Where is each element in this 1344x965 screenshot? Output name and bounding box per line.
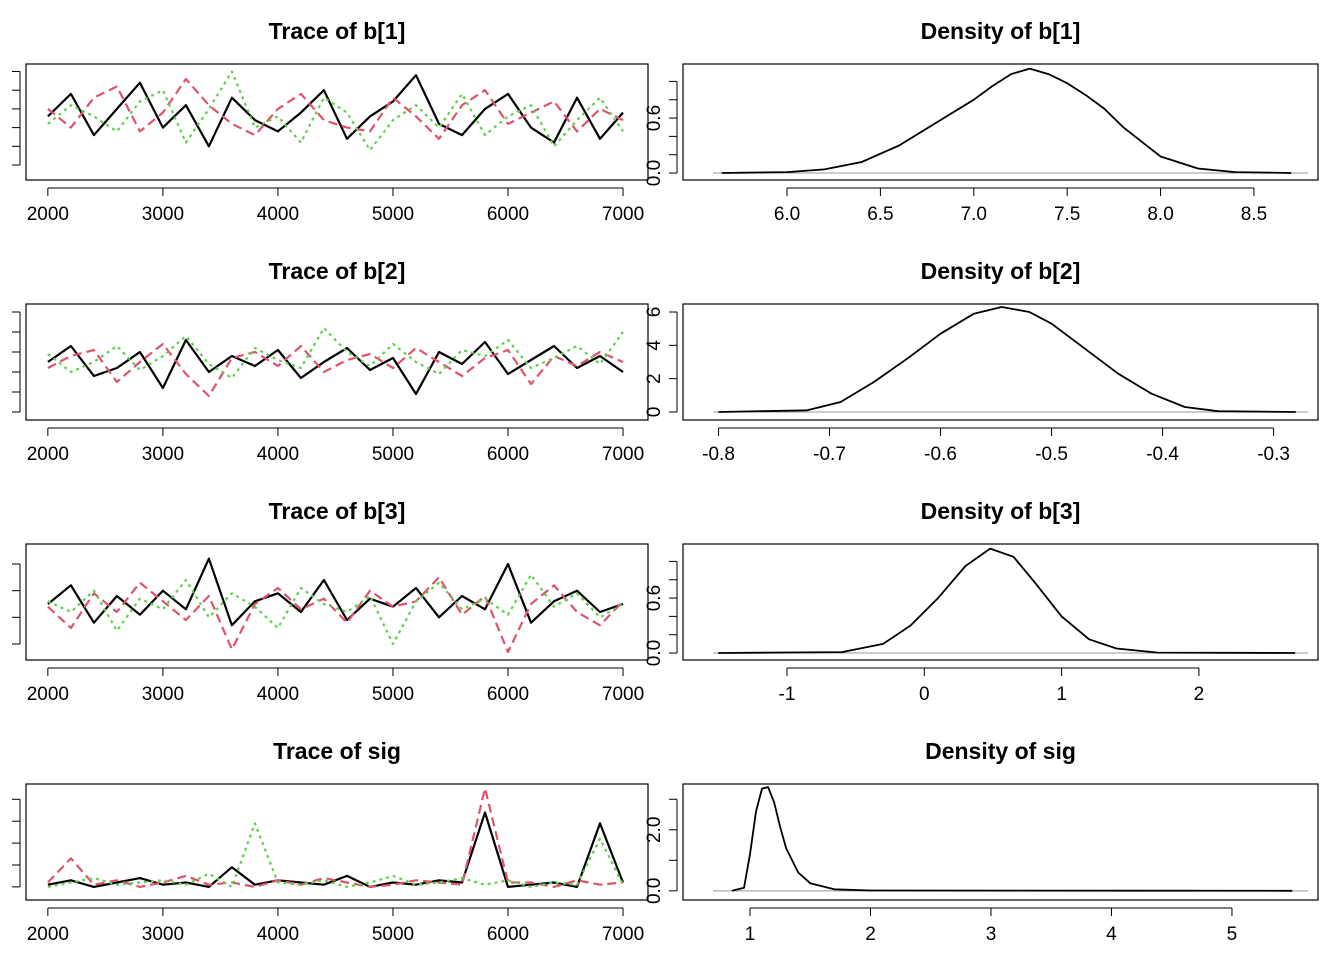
panel-title: Density of b[2] (921, 258, 1081, 284)
panel-title: Density of b[3] (921, 498, 1081, 524)
x-tick-label: 3000 (142, 924, 184, 945)
x-tick-label: 4000 (257, 924, 299, 945)
panel-title: Density of b[1] (921, 18, 1081, 44)
x-tick-label: 3000 (142, 444, 184, 465)
x-tick-label: -0.8 (702, 444, 735, 465)
x-tick-label: 6000 (487, 684, 529, 705)
series-line (47, 576, 624, 654)
x-tick-label: -0.6 (924, 444, 957, 465)
x-tick-label: 2 (1194, 684, 1205, 705)
plot-box (682, 543, 1319, 661)
series-line (731, 786, 1293, 892)
x-tick-label: 7.5 (1054, 204, 1080, 225)
x-tick-label: 0 (919, 684, 930, 705)
y-tick-label: 0.0 (644, 640, 665, 666)
x-tick-label: 3000 (142, 204, 184, 225)
x-tick-label: 7000 (602, 924, 644, 945)
x-tick-label: 6000 (487, 204, 529, 225)
x-tick-label: -0.7 (813, 444, 846, 465)
plot-box (25, 63, 649, 181)
y-tick-label: 0.0 (644, 878, 665, 904)
x-tick-label: 6.0 (774, 204, 800, 225)
x-tick-label: 7.0 (961, 204, 987, 225)
series-line (47, 74, 624, 148)
x-tick-label: 8.5 (1241, 204, 1267, 225)
x-tick-label: 1 (1056, 684, 1067, 705)
x-tick-label: 2000 (27, 204, 69, 225)
x-tick-label: 6000 (487, 924, 529, 945)
x-tick-label: -1 (779, 684, 796, 705)
y-tick-label: 0.0 (644, 160, 665, 186)
series-line (718, 306, 1296, 413)
series-line (47, 822, 624, 889)
series-line (47, 77, 624, 140)
panel-title: Trace of b[3] (269, 498, 406, 524)
x-tick-label: 4000 (257, 444, 299, 465)
x-tick-label: 2000 (27, 444, 69, 465)
series-line (47, 811, 625, 889)
series-line (47, 342, 624, 398)
plot-box (682, 783, 1319, 901)
x-tick-label: 7000 (602, 444, 644, 465)
series-line (718, 547, 1296, 654)
panel-title: Density of sig (925, 738, 1076, 764)
x-tick-label: 3 (986, 924, 997, 945)
plot-box (25, 303, 649, 421)
plot-box (682, 303, 1319, 421)
y-tick-label: 4 (644, 340, 665, 351)
x-tick-label: 2000 (27, 684, 69, 705)
y-tick-label: 0 (644, 407, 665, 418)
x-tick-label: -0.5 (1035, 444, 1068, 465)
x-tick-label: 5 (1227, 924, 1238, 945)
plot-box (25, 783, 649, 901)
x-tick-label: 5000 (372, 204, 414, 225)
series-line (47, 326, 624, 380)
x-tick-label: 2000 (27, 924, 69, 945)
x-tick-label: 4000 (257, 204, 299, 225)
x-tick-label: -0.4 (1146, 444, 1179, 465)
x-tick-label: 6.5 (867, 204, 893, 225)
x-tick-label: 5000 (372, 924, 414, 945)
y-tick-label: 2 (644, 373, 665, 384)
plot-box (682, 63, 1319, 181)
x-tick-label: 3000 (142, 684, 184, 705)
y-tick-label: 6 (644, 307, 665, 318)
x-tick-label: 1 (745, 924, 756, 945)
x-tick-label: 7000 (602, 204, 644, 225)
series-line (47, 787, 624, 889)
x-tick-label: 2 (865, 924, 876, 945)
y-tick-label: 2.0 (644, 817, 665, 843)
x-tick-label: 8.0 (1147, 204, 1173, 225)
x-tick-label: 6000 (487, 444, 529, 465)
x-tick-label: 5000 (372, 444, 414, 465)
panel-title: Trace of b[1] (269, 18, 406, 44)
plot-box (25, 543, 649, 661)
y-tick-label: 0.6 (644, 105, 665, 131)
x-tick-label: 5000 (372, 684, 414, 705)
series-line (47, 557, 624, 627)
panel-title: Trace of sig (273, 738, 401, 764)
series-line (721, 67, 1292, 174)
x-tick-label: 4000 (257, 684, 299, 705)
y-tick-label: 0.6 (644, 585, 665, 611)
panel-title: Trace of b[2] (269, 258, 406, 284)
x-tick-label: -0.3 (1257, 444, 1290, 465)
x-tick-label: 7000 (602, 684, 644, 705)
series-line (47, 338, 624, 396)
x-tick-label: 4 (1106, 924, 1117, 945)
